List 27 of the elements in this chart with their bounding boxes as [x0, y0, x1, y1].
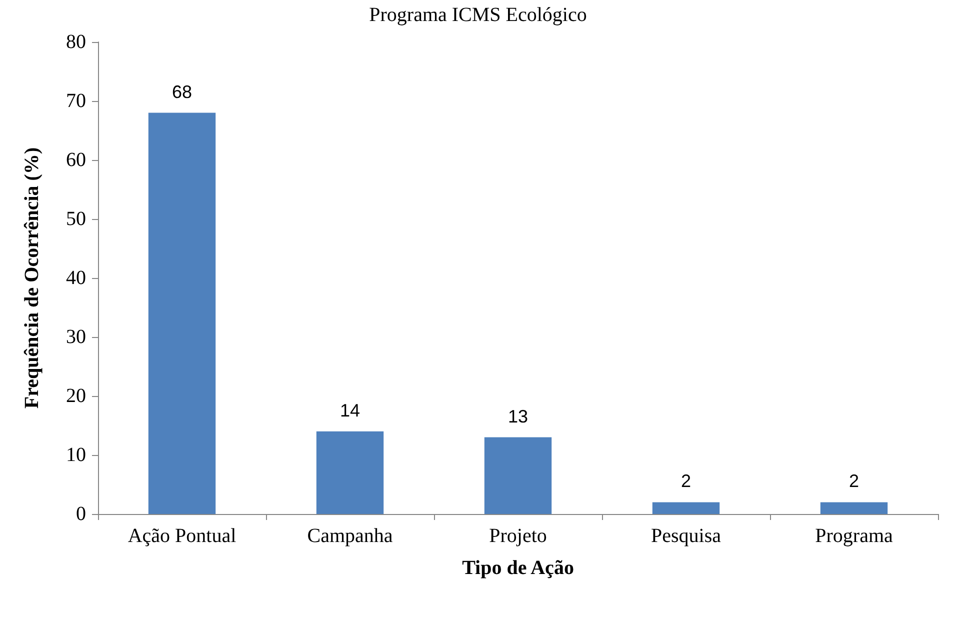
bar — [820, 502, 888, 514]
bar — [148, 112, 216, 514]
bar — [484, 437, 552, 514]
data-label: 13 — [508, 406, 528, 426]
data-label: 2 — [680, 471, 692, 492]
y-tick-label: 10 — [66, 444, 86, 466]
bar — [316, 431, 384, 514]
y-tick-label: 50 — [66, 208, 86, 230]
y-axis-title: Frequência de Ocorrência (%) — [21, 147, 43, 409]
y-tick-label: 80 — [66, 31, 86, 53]
x-axis-title: Tipo de Ação — [462, 557, 574, 579]
x-tick-label: Ação Pontual — [128, 525, 237, 547]
bar — [652, 502, 720, 514]
y-tick-label: 70 — [66, 90, 86, 112]
x-tick-label: Pesquisa — [651, 525, 722, 547]
data-label: 14 — [340, 400, 360, 420]
y-tick-label: 40 — [66, 267, 86, 289]
x-tick-label: Programa — [815, 525, 893, 547]
data-label: 2 — [848, 471, 860, 492]
y-tick-label: 0 — [76, 503, 86, 525]
y-tick-label: 20 — [66, 385, 86, 407]
x-tick-label: Campanha — [307, 525, 393, 547]
data-label: 68 — [172, 82, 192, 102]
chart-title: Programa ICMS Ecológico — [369, 4, 587, 26]
y-tick-label: 60 — [66, 149, 86, 171]
y-tick-label: 30 — [66, 326, 86, 348]
x-tick-label: Projeto — [489, 525, 547, 547]
